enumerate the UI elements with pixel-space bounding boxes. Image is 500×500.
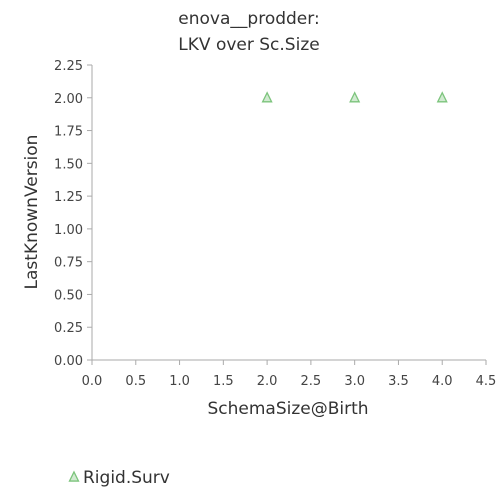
x-axis-label: SchemaSize@Birth [207,399,368,419]
x-tick-label: 0.5 [125,374,146,389]
x-tick-label: 3.5 [388,374,409,389]
x-tick-label: 1.5 [213,374,234,389]
y-tick-label: 1.75 [54,125,83,140]
y-tick-label: 2.25 [54,59,83,74]
x-tick-label: 4.0 [432,374,453,389]
y-tick-label: 1.00 [54,223,83,238]
y-tick-label: 0.25 [54,321,83,336]
y-axis: 0.00 0.25 0.50 0.75 1.00 1.25 1.50 1.75 2.00 2.25 [54,59,93,369]
x-tick-label: 3.0 [344,374,365,389]
x-axis: 0.0 0.5 1.0 1.5 2.0 2.5 3.0 3.5 4.0 4.5 [82,359,497,389]
y-tick-label: 0.00 [54,354,83,369]
chart-title-line-1: enova__prodder: [178,9,319,29]
data-point [436,91,448,103]
x-tick-label: 4.5 [476,374,497,389]
legend-label: Rigid.Surv [83,468,170,488]
x-tick-label: 2.0 [257,374,278,389]
y-tick-label: 2.00 [54,92,83,107]
legend-marker [68,470,80,482]
y-tick-label: 1.50 [54,157,83,172]
x-tick-label: 2.5 [301,374,322,389]
y-tick-label: 0.50 [54,288,83,303]
y-tick-label: 0.75 [54,256,83,271]
legend: Rigid.Surv [68,468,170,488]
data-point [261,91,273,103]
data-points [261,91,448,103]
y-axis-label: LastKnownVersion [22,135,42,290]
data-point [349,91,361,103]
x-tick-label: 1.0 [169,374,190,389]
chart-title-line-2: LKV over Sc.Size [178,35,319,55]
y-tick-label: 1.25 [54,190,83,205]
x-tick-label: 0.0 [82,374,103,389]
